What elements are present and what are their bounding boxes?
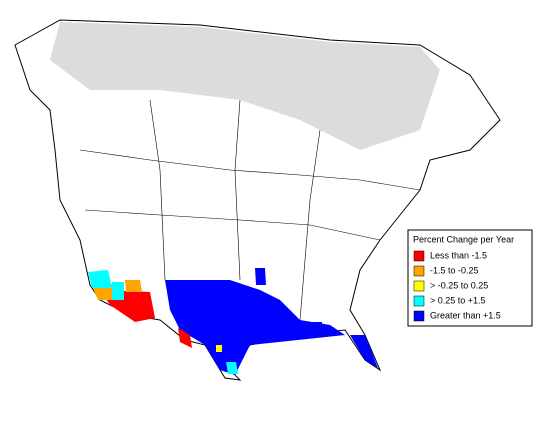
trend-patch xyxy=(178,328,192,348)
region-border xyxy=(234,99,241,281)
trend-patches xyxy=(88,268,378,375)
legend-swatch xyxy=(413,295,425,307)
trend-patch xyxy=(112,282,124,300)
trend-patch xyxy=(165,280,345,375)
legend-label: Greater than +1.5 xyxy=(430,310,501,320)
no-data-region xyxy=(50,22,440,150)
legend-box xyxy=(407,229,533,327)
legend-swatch xyxy=(413,250,425,262)
legend-swatch xyxy=(413,280,425,292)
region-border xyxy=(84,209,381,241)
trend-patch xyxy=(255,268,266,285)
legend-label: Less than -1.5 xyxy=(430,250,487,260)
legend-swatch xyxy=(413,310,425,322)
legend-label: -1.5 to -0.25 xyxy=(430,265,479,275)
legend-label: > 0.25 to +1.5 xyxy=(430,295,486,305)
region-border xyxy=(299,129,321,321)
trend-patch xyxy=(302,322,322,332)
legend-title: Percent Change per Year xyxy=(413,234,514,244)
region-border xyxy=(79,149,421,191)
trend-patch xyxy=(88,270,112,288)
region-border xyxy=(149,99,166,281)
trend-patch xyxy=(216,345,222,352)
trend-patch xyxy=(350,335,378,368)
legend-swatch xyxy=(413,265,425,277)
trend-patch xyxy=(125,280,142,292)
legend-items: Less than -1.5 -1.5 to -0.25 > -0.25 to 0.… xyxy=(413,250,501,322)
legend-label: > -0.25 to 0.25 xyxy=(430,280,488,290)
trend-patch xyxy=(226,362,238,374)
